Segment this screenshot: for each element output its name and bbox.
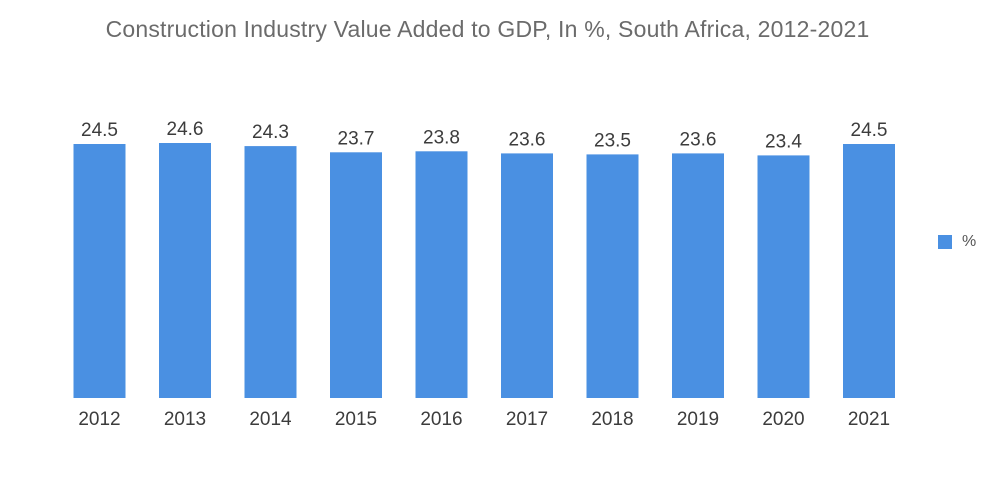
data-label-2018: 23.5	[594, 130, 631, 151]
x-tick-label-2017: 2017	[506, 409, 548, 430]
x-tick-label-2015: 2015	[335, 409, 377, 430]
bar-2021	[843, 144, 895, 398]
x-tick-labels-group: 2012 2013 2014 2015 2016 2017 2018 2019 2020 2021	[78, 409, 890, 430]
data-label-2021: 24.5	[851, 120, 888, 141]
x-tick-label-2014: 2014	[249, 409, 292, 430]
x-tick-label-2012: 2012	[78, 409, 120, 430]
x-tick-label-2016: 2016	[420, 409, 462, 430]
data-label-2012: 24.5	[81, 120, 118, 141]
bar-2019	[672, 153, 724, 398]
legend: %	[938, 233, 976, 251]
bar-2020	[757, 155, 810, 398]
x-tick-label-2020: 2020	[762, 409, 804, 430]
bar-2017	[501, 153, 553, 398]
x-tick-label-2019: 2019	[677, 409, 719, 430]
legend-label: %	[962, 233, 977, 250]
value-labels-group: 24.5 24.6 24.3 23.7 23.8 23.6 23.5 23.6 23.4 24.5	[81, 119, 887, 152]
data-label-2019: 23.6	[680, 129, 717, 150]
data-label-2016: 23.8	[423, 127, 460, 148]
data-label-2015: 23.7	[338, 128, 375, 149]
x-tick-label-2013: 2013	[164, 409, 206, 430]
bar-2016	[415, 151, 468, 398]
x-tick-label-2018: 2018	[591, 409, 633, 430]
data-label-2014: 24.3	[252, 122, 289, 143]
bars-group	[73, 143, 895, 398]
bar-2013	[159, 143, 211, 398]
bar-2018	[586, 154, 639, 398]
chart-title: Construction Industry Value Added to GDP…	[105, 16, 870, 42]
bar-2012	[73, 144, 126, 398]
data-label-2017: 23.6	[509, 129, 546, 150]
data-label-2013: 24.6	[167, 119, 204, 140]
legend-swatch	[938, 235, 952, 249]
bar-2015	[330, 152, 382, 398]
x-tick-label-2021: 2021	[848, 409, 890, 430]
data-label-2020: 23.4	[765, 131, 802, 152]
bar-2014	[244, 146, 297, 398]
